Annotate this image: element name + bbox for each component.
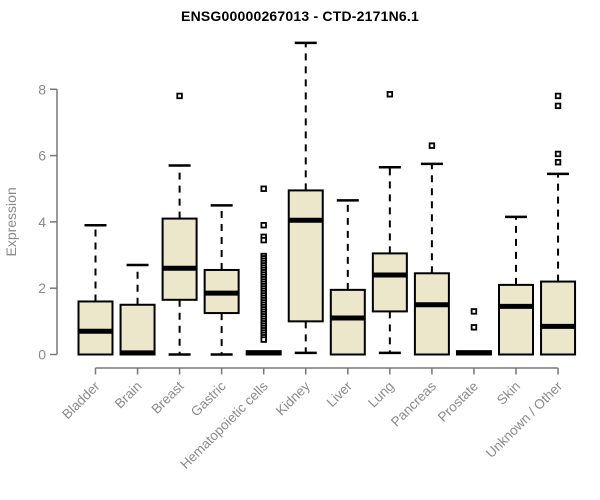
outlier-point — [260, 236, 267, 244]
iqr-box — [540, 280, 577, 356]
outlier-point — [554, 159, 562, 166]
outlier-point — [554, 102, 562, 110]
iqr-box — [329, 288, 366, 356]
outlier-point — [470, 324, 478, 331]
x-tick-label: Skin — [494, 379, 523, 408]
y-axis-title: Expression — [3, 187, 19, 256]
x-tick-label: Kidney — [273, 378, 313, 418]
x-tick-label: Breast — [149, 378, 187, 416]
outlier-point — [260, 336, 267, 343]
chart-title: ENSG00000267013 - CTD-2171N6.1 — [181, 8, 419, 24]
y-tick-label: 4 — [38, 214, 46, 230]
iqr-box — [287, 189, 324, 323]
x-tick-label: Prostate — [435, 379, 481, 425]
outlier-point — [470, 308, 478, 315]
x-tick-label: Bladder — [59, 378, 103, 422]
iqr-box — [413, 272, 450, 356]
x-tick-label: Gastric — [188, 378, 229, 419]
y-tick-label: 6 — [38, 148, 46, 164]
x-tick-label: Liver — [324, 378, 356, 410]
outlier-point — [554, 92, 562, 100]
iqr-box — [119, 303, 156, 356]
y-tick-label: 8 — [38, 81, 46, 97]
outlier-point — [386, 91, 394, 98]
outlier-point — [260, 222, 267, 229]
iqr-box — [498, 283, 534, 356]
x-tick-label: Lung — [365, 379, 397, 411]
x-tick-label: Pancreas — [388, 378, 439, 429]
iqr-box — [371, 252, 408, 313]
iqr-box — [77, 300, 114, 356]
outlier-point — [428, 142, 436, 149]
outlier-point — [554, 150, 562, 158]
y-tick-label: 0 — [38, 347, 46, 363]
x-tick-label: Brain — [112, 379, 145, 412]
y-tick-label: 2 — [38, 280, 46, 296]
outlier-point — [176, 92, 183, 100]
outlier-point — [260, 185, 267, 192]
iqr-box — [161, 217, 198, 301]
x-tick-label: Unknown / Other — [483, 378, 566, 461]
